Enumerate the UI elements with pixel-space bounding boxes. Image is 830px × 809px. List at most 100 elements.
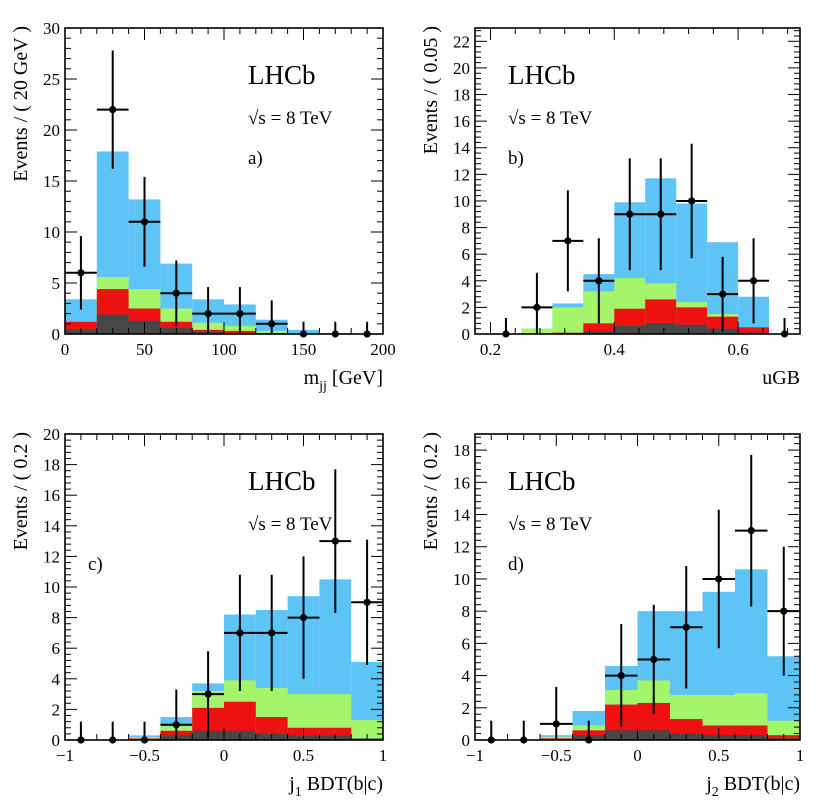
y-tick-label: 14 [43,517,61,536]
data-point [319,469,352,614]
data-point [160,260,193,326]
data-marker [487,736,495,744]
data-marker [520,736,528,744]
data-marker [657,210,665,218]
x-tick-label: 1 [796,746,805,765]
data-marker [715,575,723,583]
data-marker [363,330,371,338]
data-point [299,321,308,338]
data-marker [595,277,603,285]
data-point [192,287,224,334]
y-tick-label: 6 [462,245,471,264]
y-tick-label: 20 [453,59,470,78]
data-marker [109,736,117,744]
x-tick-label: 100 [211,340,237,359]
panel-label: d) [508,554,524,575]
data-marker [331,330,339,338]
data-point [331,321,339,338]
y-axis-title: Events / ( 0.2 ) [10,432,32,550]
energy-label: √s = 8 TeV [248,514,333,535]
y-tick-label: 0 [462,731,471,750]
data-point [614,158,646,271]
x-tick-label: 0 [61,340,70,359]
y-tick-label: 14 [453,506,471,525]
data-marker [682,623,690,631]
y-axis-title: Events / ( 0.2 ) [420,432,442,550]
y-tick-label: 16 [453,112,470,131]
data-point [707,256,739,332]
y-axis-title: Events / ( 20 GeV ) [10,26,32,182]
hist-bar-dark-grey [583,331,615,334]
y-tick-label: 8 [462,219,471,238]
data-marker [564,237,572,245]
data-point [520,720,528,744]
axis-ticks [64,433,384,741]
y-tick-label: 4 [462,272,471,291]
hist-bar-red [738,327,770,334]
data-marker [719,290,727,298]
y-tick-label: 16 [43,486,60,505]
data-marker [617,671,625,680]
y-tick-label: 8 [52,609,61,628]
data-point [702,509,735,649]
x-tick-label: 0.5 [708,746,729,765]
x-tick-label: 0.4 [604,340,626,359]
panel-a: 0 50 100 150 200 0 5 10 15 20 25 30 LHCb √s = 8 TeV a)… [10,19,396,394]
data-point [735,454,768,607]
y-tick-label: 12 [43,547,60,566]
data-marker [747,527,755,535]
y-tick-label: 0 [52,325,61,344]
y-tick-label: 20 [43,121,60,140]
data-marker [749,277,758,285]
data-marker [552,720,560,728]
data-marker [585,736,593,744]
y-tick-label: 2 [462,699,471,718]
data-point [738,238,770,324]
data-marker [172,721,180,729]
data-point [351,539,383,666]
x-tick-label: 150 [291,340,317,359]
y-tick-label: 10 [43,578,60,597]
hist-bar-light-green [351,720,383,740]
data-marker [780,607,788,615]
x-tick-label: 0.6 [727,340,748,359]
data-point [65,236,97,310]
x-tick-label: 0 [633,746,642,765]
hist-bar-dark-grey [676,324,708,334]
y-tick-label: 18 [453,86,470,105]
data-point [502,318,510,338]
y-tick-label: 12 [453,165,470,184]
y-tick-label: 16 [453,473,470,492]
y-tick-label: 25 [43,70,60,89]
data-marker [331,537,339,545]
data-point [140,721,149,744]
data-point [605,624,638,728]
experiment-label: LHCb [248,466,316,496]
y-tick-label: 30 [43,19,60,38]
y-tick-label: 4 [462,667,471,686]
y-tick-label: 14 [453,139,471,158]
x-axis-title: mjj [GeV] [304,367,383,394]
x-tick-label: 50 [136,340,153,359]
data-point [521,272,553,334]
data-marker [204,690,212,698]
hist-bar-dark-grey [96,314,129,334]
x-tick-label: 0.5 [293,746,314,765]
axis-ticks [475,28,800,335]
data-marker [77,269,85,277]
data-point [645,158,677,271]
data-point [160,689,193,740]
y-tick-label: 18 [43,456,60,475]
data-marker [780,330,789,338]
data-marker [502,330,510,338]
x-tick-label: −1 [56,746,74,765]
hist-bar-red [583,323,615,334]
y-tick-label: 2 [462,298,471,317]
y-tick-label: 22 [453,32,470,51]
data-point [109,721,117,744]
y-tick-label: 0 [462,325,471,344]
data-point [767,546,800,676]
data-point [255,300,288,334]
data-marker [299,330,308,338]
y-tick-label: 10 [453,570,470,589]
